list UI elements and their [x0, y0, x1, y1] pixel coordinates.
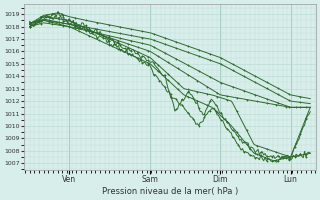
X-axis label: Pression niveau de la mer( hPa ): Pression niveau de la mer( hPa ) [102, 187, 238, 196]
